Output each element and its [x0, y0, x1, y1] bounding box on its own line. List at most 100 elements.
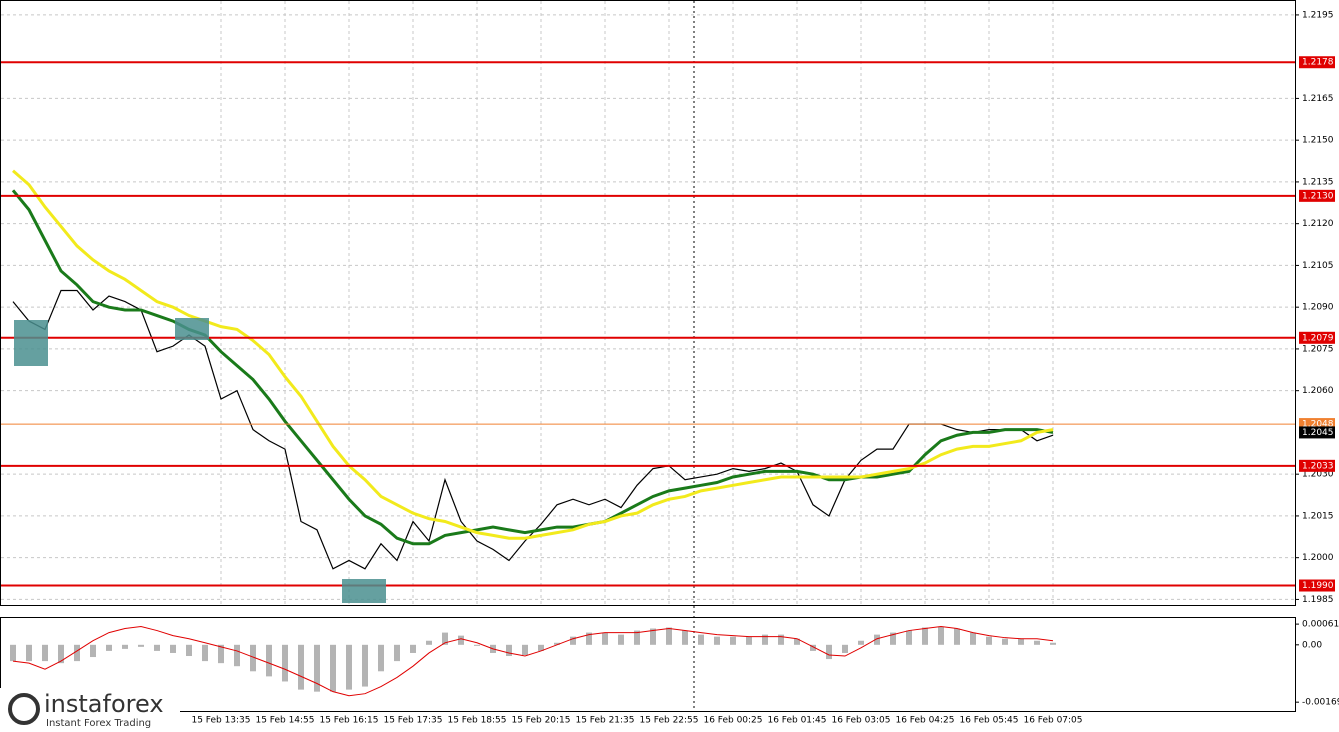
- level-box: [1299, 331, 1335, 344]
- macd-bar: [794, 638, 800, 645]
- macd-bar: [474, 644, 480, 646]
- level-box: [1299, 56, 1335, 69]
- macd-bar: [618, 634, 624, 645]
- macd-bar: [202, 644, 208, 662]
- macd-bar: [970, 632, 976, 645]
- macd-bar: [890, 632, 896, 645]
- y-tick-label: 1.2030: [1302, 470, 1334, 480]
- macd-bar: [26, 644, 32, 662]
- macd-bar: [826, 644, 832, 660]
- x-tick-label: 16 Feb 01:45: [767, 716, 826, 726]
- y-tick-label: 1.2000: [1302, 553, 1334, 563]
- x-tick-label: 16 Feb 04:25: [895, 716, 954, 726]
- level-label: 1.2178: [1302, 58, 1334, 68]
- level-label: 1.1990: [1302, 581, 1334, 591]
- macd-bar: [250, 644, 256, 672]
- y-tick-label: 1.2090: [1302, 303, 1334, 313]
- x-tick-label: 16 Feb 07:05: [1023, 716, 1082, 726]
- macd-bar: [1002, 638, 1008, 645]
- y-tick-label: 1.2195: [1302, 10, 1334, 20]
- macd-bar: [714, 636, 720, 645]
- macd-bar: [506, 644, 512, 657]
- macd-bar: [522, 644, 528, 655]
- y-tick-label: 0.00061: [1302, 620, 1339, 630]
- macd-bar: [906, 630, 912, 645]
- macd-bar: [922, 627, 928, 645]
- macd-bar: [762, 634, 768, 645]
- macd-bar: [698, 634, 704, 645]
- macd-bar: [442, 632, 448, 645]
- x-tick-label: 15 Feb 13:35: [191, 716, 250, 726]
- macd-bar: [90, 644, 96, 658]
- level-label: 1.2045: [1302, 428, 1334, 438]
- y-tick-label: 1.2150: [1302, 136, 1334, 146]
- macd-bar: [186, 644, 192, 657]
- macd-bar: [170, 644, 176, 653]
- macd-bar: [154, 644, 160, 651]
- y-tick-label: -0.00169: [1302, 698, 1339, 708]
- macd-bar: [330, 644, 336, 692]
- macd-bar: [730, 636, 736, 645]
- y-tick-label: 1.2060: [1302, 386, 1334, 396]
- y-tick-label: 1.2135: [1302, 177, 1334, 187]
- macd-bar: [74, 644, 80, 662]
- signal-box: [14, 320, 48, 366]
- macd-bar: [138, 644, 144, 647]
- macd-bar: [458, 635, 464, 645]
- logo-tagline: Instant Forex Trading: [46, 718, 151, 729]
- macd-bar: [858, 640, 864, 645]
- macd-bar: [346, 644, 352, 690]
- level-box: [1299, 579, 1335, 592]
- macd-bar: [394, 644, 400, 662]
- x-tick-label: 15 Feb 18:55: [447, 716, 506, 726]
- signal-box: [175, 318, 209, 340]
- x-tick-label: 15 Feb 17:35: [383, 716, 442, 726]
- macd-bar: [314, 644, 320, 692]
- macd-bar: [1018, 638, 1024, 645]
- x-tick-label: 15 Feb 20:15: [511, 716, 570, 726]
- x-tick-label: 15 Feb 14:55: [255, 716, 314, 726]
- macd-bar: [362, 644, 368, 687]
- macd-bar: [634, 630, 640, 645]
- macd-bar: [666, 627, 672, 645]
- macd-bar: [410, 644, 416, 653]
- main-panel: [0, 0, 1296, 606]
- macd-bar: [266, 644, 272, 677]
- x-tick-label: 15 Feb 22:55: [639, 716, 698, 726]
- macd-bar: [538, 644, 544, 651]
- macd-panel: [0, 617, 1296, 712]
- macd-bar: [650, 628, 656, 645]
- macd-bar: [10, 644, 16, 662]
- y-tick-label: 1.1985: [1302, 595, 1334, 605]
- signal-box: [342, 579, 386, 603]
- y-tick-label: 1.2075: [1302, 344, 1334, 354]
- macd-bar: [938, 626, 944, 645]
- series-line: [12, 169, 1054, 540]
- macd-bar: [58, 644, 64, 664]
- macd-bar: [298, 644, 304, 690]
- macd-bar: [986, 636, 992, 645]
- macd-bar: [234, 644, 240, 667]
- macd-bar: [42, 644, 48, 662]
- level-label: 1.2130: [1302, 191, 1334, 201]
- y-tick-label: 1.2165: [1302, 94, 1334, 104]
- level-label: 1.2033: [1302, 461, 1334, 471]
- level-box: [1299, 426, 1335, 439]
- level-label: 1.2048: [1302, 420, 1334, 430]
- macd-bar: [746, 636, 752, 645]
- macd-bar: [842, 644, 848, 653]
- series-line: [12, 625, 1054, 697]
- y-tick-label: 1.2105: [1302, 261, 1334, 271]
- level-box: [1299, 459, 1335, 472]
- macd-bar: [106, 644, 112, 651]
- macd-bar: [602, 632, 608, 645]
- y-tick-label: 0.00: [1302, 640, 1322, 650]
- y-tick-label: 1.2120: [1302, 219, 1334, 229]
- macd-bar: [586, 632, 592, 645]
- x-tick-label: 16 Feb 00:25: [703, 716, 762, 726]
- level-box: [1299, 189, 1335, 202]
- x-tick-label: 16 Feb 05:45: [959, 716, 1018, 726]
- macd-bar: [1050, 642, 1056, 645]
